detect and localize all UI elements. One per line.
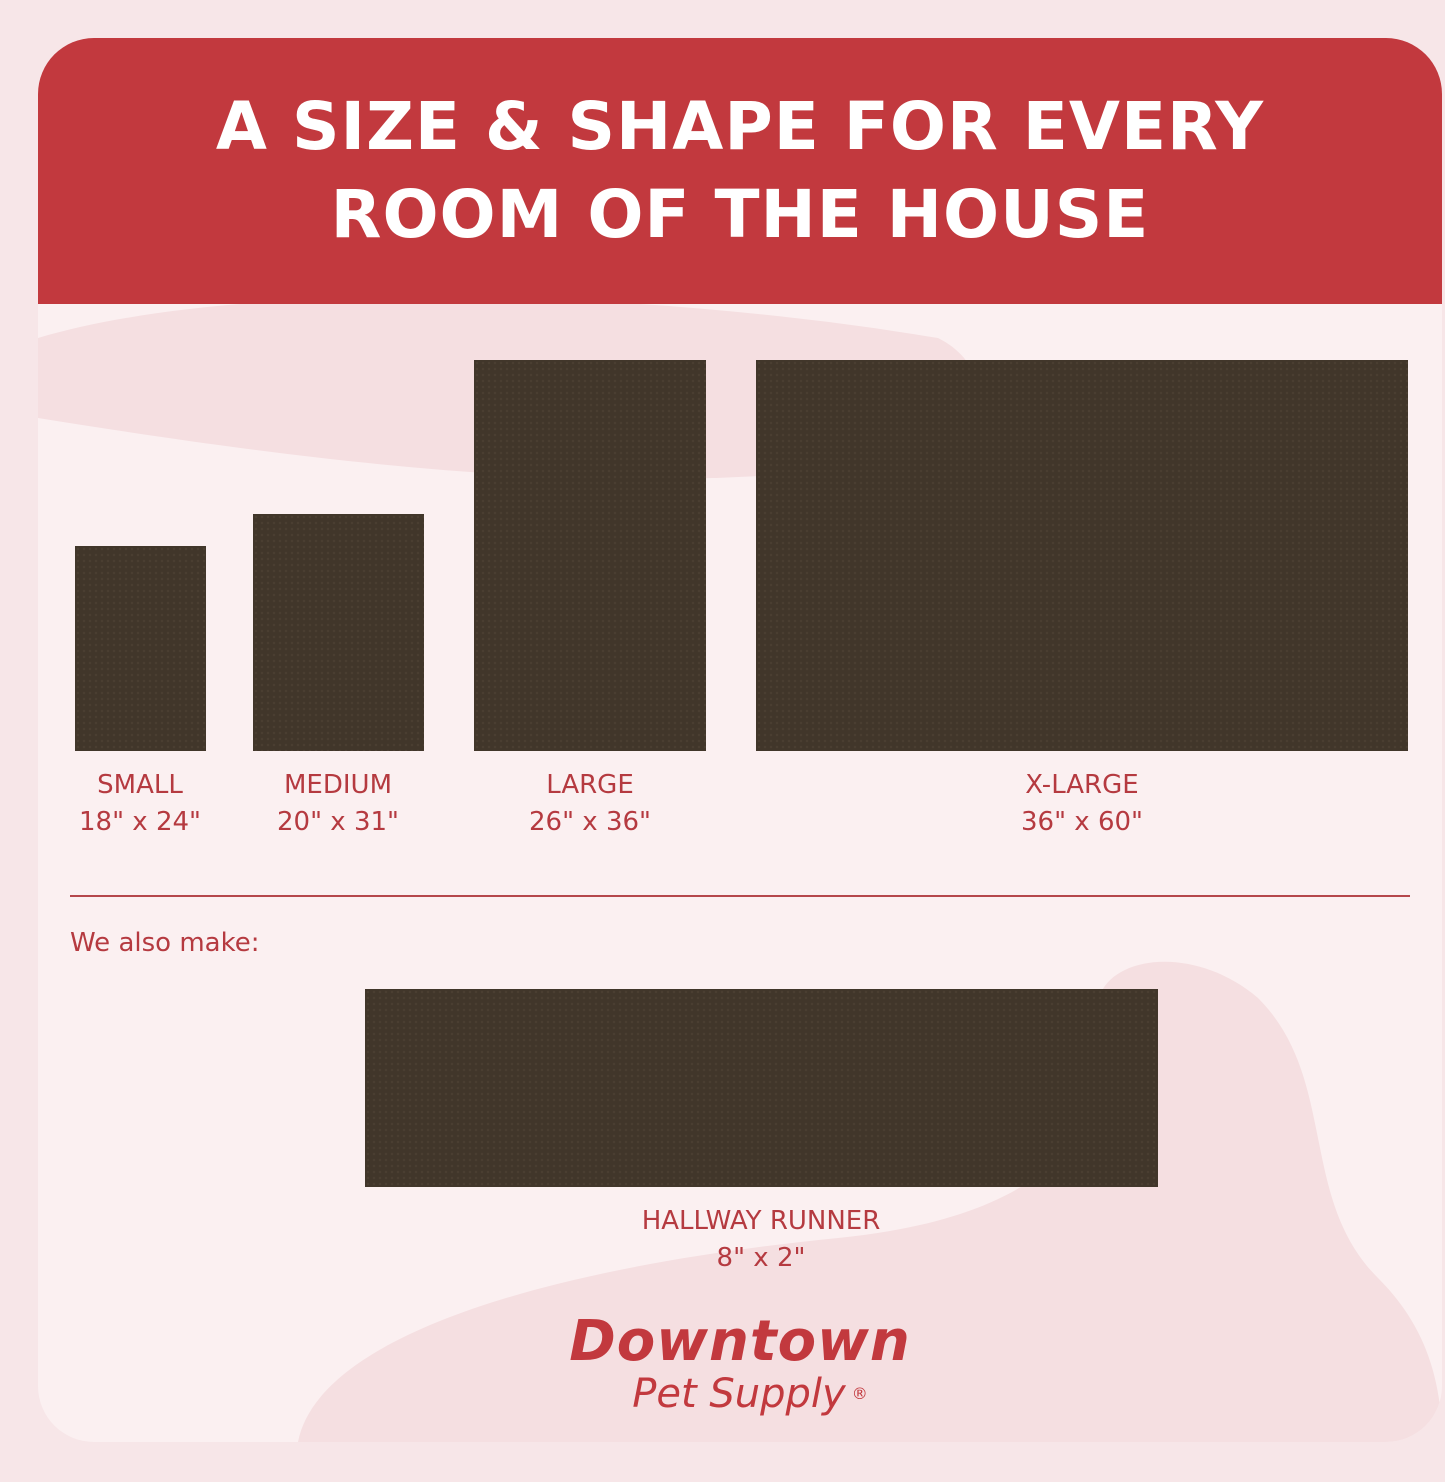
size-dimensions: 20" x 31" bbox=[276, 807, 400, 837]
also-make-label: We also make: bbox=[70, 928, 260, 958]
size-name: MEDIUM bbox=[283, 770, 393, 800]
size-name: HALLWAY RUNNER bbox=[641, 1206, 881, 1236]
size-label-small: SMALL 18" x 24" bbox=[79, 767, 201, 841]
mat-large bbox=[474, 360, 706, 751]
mat-x-large bbox=[756, 360, 1408, 751]
logo-line-1: Downtown bbox=[569, 1309, 911, 1374]
mat-small bbox=[75, 546, 206, 751]
size-label-medium: MEDIUM 20" x 31" bbox=[277, 767, 399, 841]
registered-mark: ® bbox=[851, 1384, 868, 1403]
size-name: SMALL bbox=[97, 770, 183, 800]
mat-medium bbox=[253, 514, 424, 751]
header-banner: A SIZE & SHAPE FOR EVERY ROOM OF THE HOU… bbox=[38, 38, 1442, 304]
headline-line-2: ROOM OF THE HOUSE bbox=[330, 176, 1150, 253]
size-dimensions: 36" x 60" bbox=[1020, 807, 1144, 837]
size-dimensions: 26" x 36" bbox=[528, 807, 652, 837]
size-dimensions: 8" x 2" bbox=[716, 1243, 806, 1273]
size-name: LARGE bbox=[546, 770, 634, 800]
brand-logo: Downtown Pet Supply ® bbox=[569, 1309, 911, 1417]
size-dimensions: 18" x 24" bbox=[78, 807, 202, 837]
size-label-large: LARGE 26" x 36" bbox=[529, 767, 651, 841]
size-name: X-LARGE bbox=[1025, 770, 1139, 800]
size-label-hallway-runner: HALLWAY RUNNER 8" x 2" bbox=[642, 1203, 881, 1277]
mat-hallway-runner bbox=[365, 989, 1158, 1187]
size-label-x-large: X-LARGE 36" x 60" bbox=[1021, 767, 1143, 841]
divider bbox=[70, 895, 1410, 897]
logo-line-2: Pet Supply bbox=[632, 1371, 846, 1417]
headline-line-1: A SIZE & SHAPE FOR EVERY bbox=[215, 88, 1265, 165]
